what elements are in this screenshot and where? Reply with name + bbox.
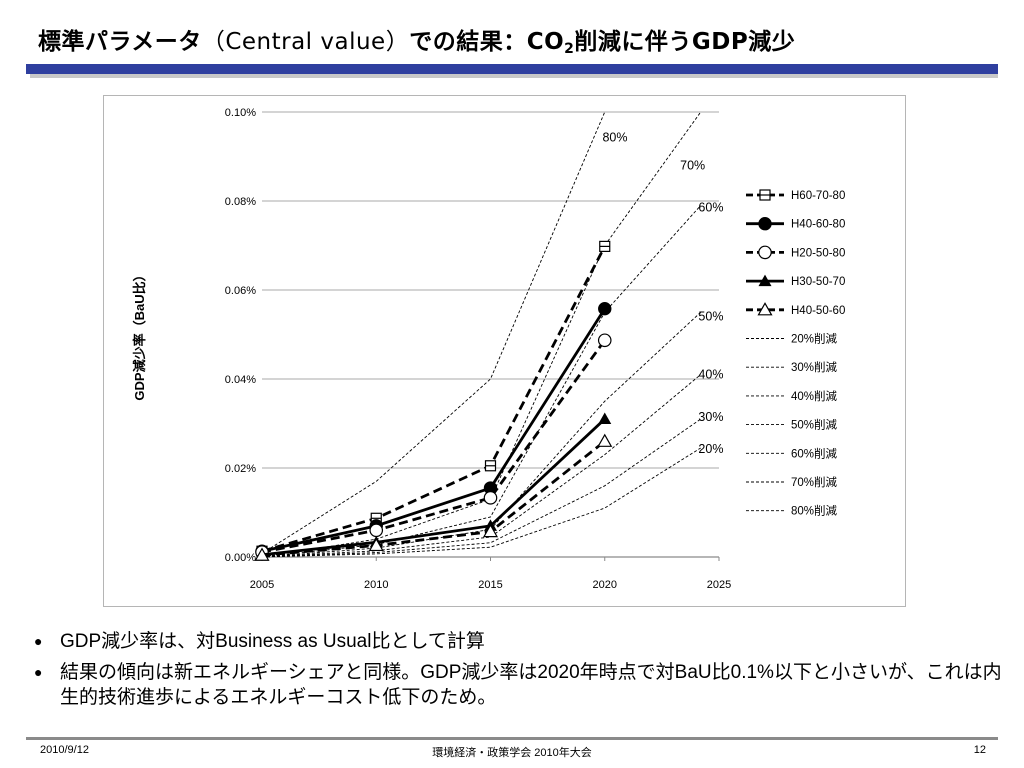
x-tick-label: 2015 — [478, 579, 502, 591]
legend-label: 20%削減 — [791, 332, 838, 346]
bullet-dot-icon: ● — [34, 633, 43, 649]
reduction-curve-line — [261, 447, 701, 558]
triangle-open-marker — [254, 547, 270, 561]
title-paren: （Central value） — [201, 29, 410, 55]
reduction-curve-line — [261, 418, 701, 558]
reduction-curve-line — [261, 205, 702, 558]
gdp-reduction-chart: 0.00% 0.02% 0.04% 0.06% 0.08% 0.10% 2005 2010 20… — [132, 107, 845, 591]
circle-open-marker — [597, 333, 612, 348]
title-underline-bar — [26, 64, 998, 74]
triangle-open-marker — [368, 537, 384, 552]
title-rest: での結果：CO — [409, 29, 565, 55]
curve-percent-label: 80% — [602, 130, 627, 144]
slide-title: 標準パラメータ（Central value）での結果：CO2削減に伴うGDP減少 — [38, 22, 795, 66]
legend-label: H40-50-60 — [791, 305, 845, 317]
y-tick-label: 0.06% — [225, 285, 256, 297]
scenario-series-line — [261, 245, 606, 553]
bullet-text: GDP減少率は、対Business as Usual比として計算 — [60, 631, 485, 652]
title-tail: 削減に伴うGDP減少 — [574, 29, 796, 55]
legend-label: H30-50-70 — [791, 276, 845, 288]
scenario-series-line — [261, 339, 606, 554]
footer-event: 環境経済・政策学会 2010年大会 — [432, 747, 592, 759]
chart-frame: 0.00% 0.02% 0.04% 0.06% 0.08% 0.10% 2005 2010 20… — [103, 95, 906, 607]
legend-label: H60-70-80 — [791, 190, 845, 202]
footer-page-number: 12 — [973, 744, 986, 756]
bullet-text: 結果の傾向は新エネルギーシェアと同様。GDP減少率は2020年時点で対BaU比0… — [60, 662, 1002, 708]
circle-filled-marker — [598, 301, 612, 316]
curve-percent-label: 20% — [698, 442, 723, 456]
circle-open-marker — [483, 491, 498, 505]
y-tick-label: 0.02% — [225, 463, 256, 475]
circle-filled-marker — [758, 217, 772, 231]
triangle-open-marker — [482, 523, 499, 538]
title-subscript: 2 — [564, 41, 575, 57]
bullet-item: ● GDP減少率は、対Business as Usual比として計算 — [34, 629, 1004, 654]
bullet-dot-icon: ● — [34, 664, 43, 680]
legend-label: 50%削減 — [791, 418, 838, 432]
y-tick-label: 0.00% — [225, 552, 256, 564]
legend-label: H20-50-80 — [791, 247, 845, 259]
legend-label: 80%削減 — [791, 504, 838, 518]
footer-divider — [26, 737, 998, 740]
curve-percent-label: 40% — [698, 368, 723, 382]
circle-open-marker — [758, 245, 772, 260]
x-tick-label: 2010 — [364, 579, 388, 591]
scenario-series-line — [261, 307, 606, 553]
triangle-open-marker — [597, 433, 613, 447]
bullet-list: ● GDP減少率は、対Business as Usual比として計算 ● 結果の… — [34, 629, 1004, 716]
legend-label: H40-60-80 — [791, 219, 845, 231]
reduction-curve-line — [261, 111, 606, 554]
legend-label: 60%削減 — [791, 446, 838, 460]
triangle-open-marker — [757, 302, 773, 316]
bullet-item: ● 結果の傾向は新エネルギーシェアと同様。GDP減少率は2020年時点で対BaU… — [34, 660, 1004, 710]
scenario-series-line — [261, 418, 606, 557]
x-tick-label: 2025 — [707, 579, 731, 591]
x-tick-label: 2005 — [250, 579, 274, 591]
circle-open-marker — [369, 523, 384, 538]
curve-percent-label: 60% — [698, 201, 723, 215]
footer-date: 2010/9/12 — [40, 744, 89, 756]
legend-label: 30%削減 — [791, 360, 838, 374]
title-main: 標準パラメータ — [38, 29, 202, 55]
y-tick-label: 0.10% — [225, 107, 256, 119]
curve-percent-label: 30% — [698, 410, 723, 424]
y-axis-title: GDP減少率（BaU比） — [132, 268, 147, 400]
reduction-curve-line — [261, 374, 702, 558]
x-tick-label: 2020 — [593, 579, 617, 591]
scenario-series-line — [261, 440, 606, 557]
title-underline-shadow — [30, 74, 998, 78]
reduction-curve-line — [261, 311, 702, 558]
legend-label: 70%削減 — [791, 475, 838, 489]
triangle-filled-marker — [758, 274, 772, 287]
legend-label: 40%削減 — [791, 389, 838, 403]
y-tick-label: 0.08% — [225, 196, 256, 208]
y-tick-label: 0.04% — [225, 374, 256, 386]
triangle-filled-marker — [598, 412, 612, 425]
curve-percent-label: 70% — [680, 158, 705, 172]
curve-percent-label: 50% — [698, 310, 723, 324]
